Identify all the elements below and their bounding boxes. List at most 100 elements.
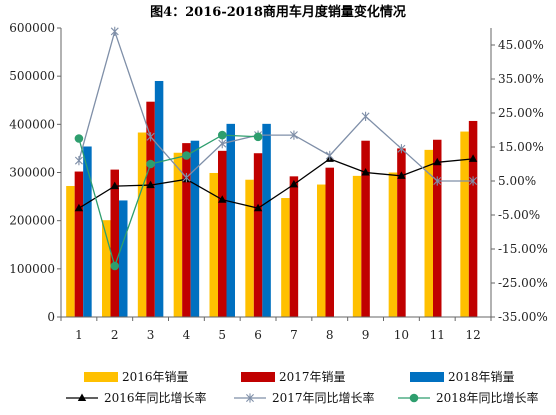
point-3-5 (217, 130, 227, 140)
bar-1-12 (460, 131, 469, 317)
point-1-6 (253, 203, 263, 212)
bar-2-2 (110, 169, 119, 317)
point-2-3 (146, 132, 155, 142)
legend-marker-2 (246, 393, 254, 403)
point-2-8 (325, 150, 334, 161)
x-tick-label: 11 (430, 328, 445, 342)
bar-2-12 (468, 120, 478, 318)
bar-2-8 (325, 167, 334, 317)
legend-label: 2016年同比增长率 (104, 390, 207, 405)
legend-label: 2017年同比增长率 (272, 390, 375, 405)
y-right-tick-label: -25.00% (498, 276, 548, 290)
chart-title: 图4：2016-2018商用车月度销量变化情况 (150, 4, 406, 20)
bar-2-9 (361, 140, 370, 317)
point-2-11 (433, 176, 442, 186)
x-tick-label: 6 (254, 328, 262, 342)
y-left-tick-label: 200000 (9, 214, 55, 228)
point-1-7 (289, 179, 299, 188)
x-tick-label: 3 (147, 328, 155, 342)
point-1-5 (218, 195, 227, 203)
bar-2-3 (146, 101, 155, 317)
bar-3-1 (83, 146, 92, 317)
bar-2-6 (253, 153, 263, 317)
point-1-12 (468, 154, 478, 162)
bar-3-2 (119, 200, 128, 317)
y-left-tick-label: 300000 (9, 166, 55, 180)
point-3-2 (110, 261, 120, 271)
x-tick-label: 2 (111, 328, 119, 342)
point-1-9 (361, 168, 370, 176)
bar-3-3 (154, 80, 164, 317)
point-3-3 (146, 159, 155, 169)
legend-label: 2018年同比增长率 (436, 390, 539, 405)
point-2-4 (182, 173, 191, 183)
point-2-12 (469, 176, 478, 186)
bar-1-4 (173, 152, 183, 317)
bar-2-1 (74, 171, 84, 317)
y-right-tick-label: 45.00% (498, 38, 544, 52)
bar-1-6 (245, 179, 254, 317)
line-series-1 (78, 158, 474, 209)
y-right-tick-label: 15.00% (498, 140, 544, 154)
bar-1-9 (352, 175, 362, 317)
x-tick-label: 5 (218, 328, 226, 342)
y-right-tick-label: 5.00% (498, 174, 536, 188)
point-1-10 (397, 171, 406, 179)
x-tick-label: 9 (362, 328, 370, 342)
y-left-tick-label: 100000 (9, 262, 55, 276)
y-left-tick-label: 400000 (9, 117, 55, 131)
x-tick-label: 12 (465, 328, 480, 342)
y-left-tick-label: 0 (47, 310, 55, 324)
legend-swatch-bar-2 (241, 372, 275, 382)
point-3-6 (253, 132, 263, 142)
point-1-3 (146, 180, 155, 189)
point-2-1 (74, 156, 83, 166)
point-3-4 (182, 151, 191, 160)
point-2-7 (289, 130, 298, 140)
point-1-11 (433, 157, 442, 166)
y-right-tick-label: 35.00% (498, 72, 544, 86)
y-left-tick-label: 600000 (9, 21, 55, 35)
legend-marker-1 (77, 393, 87, 401)
point-2-10 (397, 144, 406, 154)
y-right-tick-label: -15.00% (498, 242, 548, 256)
bar-2-11 (433, 139, 442, 317)
y-right-tick-label: -5.00% (498, 208, 540, 222)
axes-layer: 0 100000 200000 300000 400000 500000 600000 -35… (9, 21, 548, 342)
bar-2-10 (397, 148, 406, 317)
x-tick-label: 7 (290, 328, 298, 342)
bar-1-1 (66, 185, 75, 317)
bar-1-11 (424, 149, 433, 317)
bar-3-5 (226, 123, 235, 317)
bar-2-5 (218, 150, 227, 317)
legend-label: 2018年销量 (448, 370, 515, 384)
x-tick-label: 8 (326, 328, 334, 342)
point-2-2 (110, 26, 119, 36)
legend-marker-3 (409, 393, 419, 403)
legend-swatch-bar-1 (84, 372, 118, 382)
point-2-9 (361, 111, 370, 121)
bar-1-7 (281, 198, 290, 317)
point-2-5 (218, 139, 227, 149)
bar-2-7 (289, 176, 299, 317)
point-3-1 (74, 134, 84, 143)
bar-3-6 (262, 123, 271, 317)
bars-layer (66, 80, 478, 318)
y-right-tick-label: -35.00% (498, 310, 548, 324)
bar-1-10 (388, 172, 398, 317)
point-1-1 (74, 203, 84, 212)
legend-label: 2016年销量 (122, 370, 189, 384)
bar-1-3 (137, 132, 147, 317)
x-tick-label: 4 (183, 328, 191, 342)
bar-2-4 (182, 143, 191, 317)
y-left-tick-label: 500000 (9, 69, 55, 83)
bar-1-2 (102, 220, 111, 317)
point-1-2 (110, 181, 119, 190)
legend-label: 2017年销量 (279, 370, 346, 384)
y-right-tick-label: 25.00% (498, 106, 544, 120)
x-tick-label: 1 (75, 328, 83, 342)
line-series-2 (78, 29, 474, 182)
line-series-3 (78, 134, 259, 269)
